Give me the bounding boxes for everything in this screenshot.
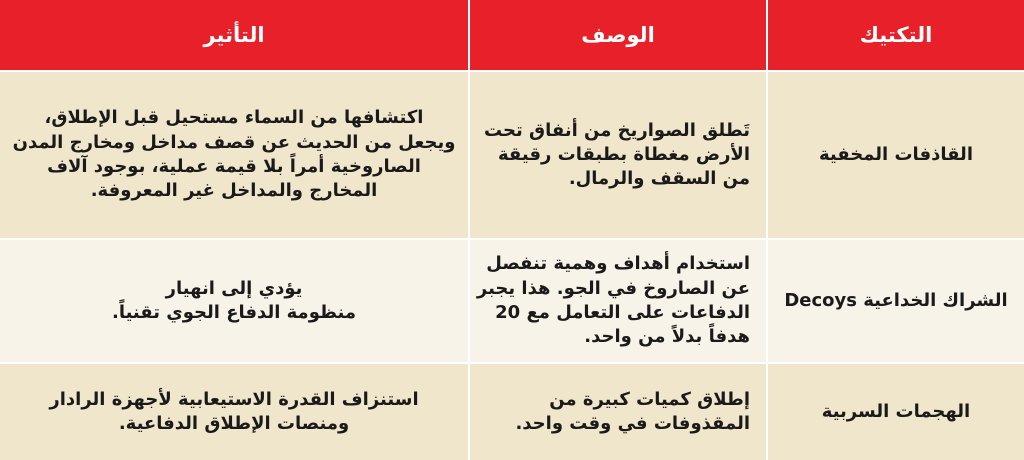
effect-line: الصاروخية أمراً بلا قيمة عملية، بوجود آل… xyxy=(47,156,421,177)
description-line: المقذوفات في وقت واحد. xyxy=(515,413,750,434)
description-cell: إطلاق كميات كبيرة من المقذوفات في وقت واح… xyxy=(470,364,766,460)
description-cell: استخدام أهداف وهمية تنفصل عن الصاروخ في ا… xyxy=(470,240,766,362)
effect-cell: يؤدي إلى انهيار منظومة الدفاع الجوي تقنيا… xyxy=(0,240,468,362)
effect-line: المخارج والمداخل غير المعروفة. xyxy=(90,180,378,202)
header-cell: التكتيك xyxy=(768,0,1024,70)
description-line: الأرض مغطاة بطبقات رقيقة xyxy=(498,143,750,165)
tactic-cell: الشراك الخداعية Decoys xyxy=(768,240,1024,362)
effect-line: استنزاف القدرة الاستيعابية لأجهزة الرادا… xyxy=(49,388,419,410)
header-cell: التأثير xyxy=(0,0,468,70)
tactic-text: القاذفات المخفية xyxy=(819,143,973,165)
header-cell: الوصف xyxy=(470,0,766,70)
tactic-text: الهجمات السربية xyxy=(821,400,971,422)
effect-line: يؤدي إلى انهيار xyxy=(165,277,303,299)
tactic-cell: الهجمات السربية xyxy=(768,364,1024,460)
effect-line: ومنصات الإطلاق الدفاعية. xyxy=(118,413,350,434)
tactic-text: الشراك الخداعية Decoys xyxy=(784,289,1008,311)
description-cell: تَطلق الصواريخ من أنفاق تحت الأرض مغطاة ب… xyxy=(470,72,766,238)
description-line: عن الصاروخ في الجو. هذا يجبر xyxy=(476,277,750,299)
effect-line: ويجعل من الحديث عن قصف مداخل ومخارج المد… xyxy=(12,131,456,153)
effect-line: اكتشافها من السماء مستحيل قبل الإطلاق، xyxy=(44,107,424,129)
effect-cell: استنزاف القدرة الاستيعابية لأجهزة الرادا… xyxy=(0,364,468,460)
description-line: إطلاق كميات كبيرة من xyxy=(549,388,750,410)
description-line: هدفاً بدلاً من واحد. xyxy=(584,326,750,348)
description-line: استخدام أهداف وهمية تنفصل xyxy=(486,253,750,275)
description-line: تَطلق الصواريخ من أنفاق تحت xyxy=(483,119,750,141)
effect-line: منظومة الدفاع الجوي تقنياً. xyxy=(111,302,357,323)
description-line: من السقف والرمال. xyxy=(568,168,750,190)
description-line: الدفاعات على التعامل مع 20 xyxy=(495,302,750,323)
effect-cell: اكتشافها من السماء مستحيل قبل الإطلاق، وي… xyxy=(0,72,468,238)
tactic-cell: القاذفات المخفية xyxy=(768,72,1024,238)
